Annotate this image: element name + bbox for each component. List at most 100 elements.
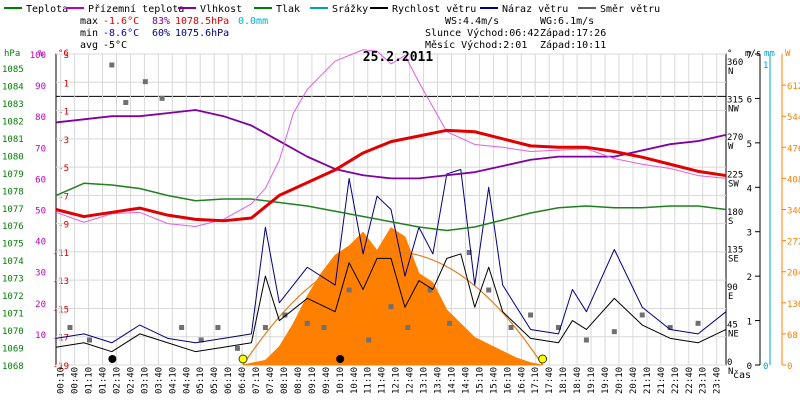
windspeed-unit: m/s xyxy=(745,49,761,59)
winddir-tick-label: 225 xyxy=(727,171,743,181)
series-pressure-line xyxy=(55,182,727,232)
temp-unit: °C xyxy=(58,49,69,59)
winddir-point xyxy=(321,325,327,330)
windspeed-tick-label: 4 xyxy=(747,184,752,194)
stat-ws: WS:4.4m/s xyxy=(445,16,499,27)
x-tick-label: 08:40 xyxy=(294,367,304,394)
solar-tick-label: 204 xyxy=(787,269,800,279)
temp-tick-label: -3 xyxy=(58,136,69,146)
winddir-tick-label: 45 xyxy=(727,321,738,331)
pressure-tick-label: 1071 xyxy=(2,310,24,320)
stat-max-label: max xyxy=(80,16,98,27)
humidity-tick-label: 20 xyxy=(35,300,46,310)
winddir-point xyxy=(87,337,92,343)
pressure-tick-label: 1083 xyxy=(2,100,24,110)
pressure-tick-label: 1073 xyxy=(2,275,24,285)
temp-tick-label: -9 xyxy=(58,221,69,231)
winddir-compass-label: SW xyxy=(728,180,739,190)
windspeed-tick-label: 6 xyxy=(747,95,752,105)
winddir-tick-label: 90 xyxy=(727,283,738,293)
windspeed-tick-label: 7 xyxy=(747,51,752,61)
winddir-point xyxy=(556,325,561,330)
winddir-unit: ° xyxy=(727,49,732,59)
windspeed-tick-label: 3 xyxy=(747,229,752,239)
stats-panel: max -1.6°C 83% 1078.5hPa 0.0mm min -8.6°… xyxy=(80,16,606,51)
solar-unit: W xyxy=(785,49,791,59)
x-tick-label: 23:40 xyxy=(713,367,723,394)
x-tick-label: 12:10 xyxy=(392,367,402,394)
windspeed-tick-label: 5 xyxy=(747,140,752,150)
winddir-point xyxy=(346,287,352,293)
winddir-point xyxy=(304,320,310,326)
winddir-compass-label: SE xyxy=(728,255,739,265)
stat-avg-label: avg xyxy=(80,40,98,51)
temp-tick-label: 3 xyxy=(64,51,69,61)
x-tick-label: 03:40 xyxy=(154,367,164,394)
pressure-tick-label: 1068 xyxy=(2,362,24,372)
winddir-point xyxy=(447,320,453,326)
x-tick-label: 12:40 xyxy=(406,367,416,394)
winddir-tick-label: 180 xyxy=(727,208,743,218)
plot-area xyxy=(55,49,727,366)
winddir-point xyxy=(142,79,148,85)
series-wind-speed-line xyxy=(55,253,727,353)
winddir-point xyxy=(466,250,472,255)
winddir-point xyxy=(528,312,534,318)
x-tick-label: 11:40 xyxy=(378,367,388,394)
winddir-point xyxy=(583,337,589,343)
stat-rain: 0.0mm xyxy=(238,16,268,27)
legend-item: Srážky xyxy=(310,3,368,15)
solar-tick-label: 0 xyxy=(787,362,792,372)
winddir-tick-label: 135 xyxy=(727,246,743,256)
legend-item: Teplota xyxy=(4,4,68,15)
legend-label: Směr větru xyxy=(600,3,660,15)
pressure-tick-label: 1081 xyxy=(2,135,24,145)
x-tick-label: 20:10 xyxy=(615,367,625,394)
stat-min-hum: 60% xyxy=(152,28,170,39)
winddir-point xyxy=(123,100,129,105)
x-tick-label: 13:40 xyxy=(434,367,444,394)
pressure-tick-label: 1082 xyxy=(2,117,24,127)
humidity-tick-label: 80 xyxy=(35,113,46,123)
winddir-tick-label: 360 xyxy=(727,58,743,68)
x-tick-label: 18:10 xyxy=(559,367,569,394)
temp-tick-label: -5 xyxy=(58,164,69,174)
pressure-tick-label: 1070 xyxy=(2,327,24,337)
winddir-point xyxy=(639,312,645,318)
rain-unit: mm xyxy=(764,49,775,59)
x-tick-label: 18:40 xyxy=(573,367,583,394)
winddir-point xyxy=(611,329,617,335)
x-tick-label: 01:10 xyxy=(85,367,95,394)
x-tick-label: 23:10 xyxy=(699,367,709,394)
legend-item: Vlhkost xyxy=(178,4,242,15)
rain-tick-label: 1 xyxy=(763,61,768,71)
winddir-tick-label: 315 xyxy=(727,96,743,106)
x-tick-label: 09:40 xyxy=(322,367,332,394)
pressure-tick-label: 1076 xyxy=(2,222,24,232)
sun-path-arc xyxy=(242,251,544,366)
temp-tick-label: -7 xyxy=(58,192,69,202)
x-tick-label: 00:40 xyxy=(71,367,81,394)
humidity-tick-label: 70 xyxy=(35,144,46,154)
temp-tick-label: -1 xyxy=(58,108,69,118)
x-tick-label: 00:10 xyxy=(57,367,67,394)
stat-min-press: 1075.6hPa xyxy=(175,28,229,39)
pressure-tick-label: 1085 xyxy=(2,65,24,75)
pressure-tick-label: 1077 xyxy=(2,205,24,215)
x-tick-label: 15:40 xyxy=(489,367,499,394)
winddir-point xyxy=(198,337,204,343)
legend-item: Tlak xyxy=(254,4,300,15)
x-tick-label: 22:40 xyxy=(685,367,695,394)
winddir-point xyxy=(427,287,433,293)
winddir-compass-label: N xyxy=(728,67,733,77)
x-tick-label: 17:40 xyxy=(545,367,555,394)
legend: Teplota Přízemní teplota Vlhkost Tlak Srážky… xyxy=(4,3,660,15)
x-tick-label: 19:10 xyxy=(587,367,597,394)
temp-tick-label: 1 xyxy=(64,79,69,89)
solar-tick-label: 476 xyxy=(787,144,800,154)
x-tick-label: 10:40 xyxy=(350,367,360,394)
x-tick-label: 17:10 xyxy=(531,367,541,394)
x-tick-label: 02:10 xyxy=(112,367,122,394)
pressure-tick-label: 1072 xyxy=(2,292,24,302)
